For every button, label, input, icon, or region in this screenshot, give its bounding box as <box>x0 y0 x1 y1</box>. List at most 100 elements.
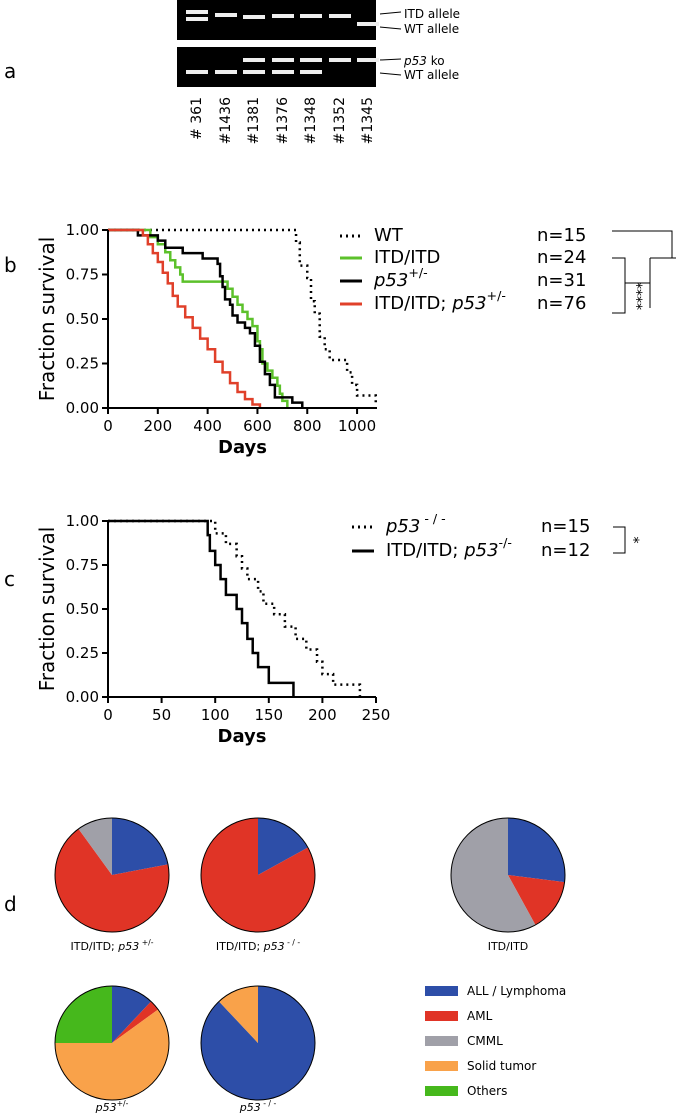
survival-curve <box>108 228 289 408</box>
pie-slice <box>112 818 168 875</box>
x-tick-label: 400 <box>193 417 222 435</box>
pie-slice <box>112 986 152 1043</box>
gel-band <box>329 58 351 62</box>
y-tick-label: 0.75 <box>66 556 99 574</box>
x-axis-label: Days <box>218 726 267 747</box>
gel-arrows <box>379 11 402 76</box>
pie-outline <box>200 985 316 1101</box>
x-tick-label: 250 <box>362 706 391 724</box>
pie-label: p53+/- <box>95 1099 129 1115</box>
gel-band <box>186 10 208 14</box>
pie-slice <box>201 818 316 933</box>
pie-outline <box>54 817 170 933</box>
gel-band <box>186 17 208 21</box>
legend-swatch <box>425 1036 458 1046</box>
gel-band <box>272 70 294 74</box>
pie-slice <box>218 986 258 1043</box>
pie-slice <box>55 828 169 932</box>
pie-outline <box>200 817 316 933</box>
significance-brackets <box>612 230 676 554</box>
survival-curve <box>108 228 304 408</box>
x-axis-label: Days <box>218 437 267 458</box>
legend-label: p53+/- <box>373 265 428 291</box>
gel-label: ITD allele <box>404 7 460 21</box>
x-tick-label: 200 <box>308 706 337 724</box>
legend-label: ITD/ITD; p53-/- <box>386 535 512 561</box>
survival-curve <box>108 519 362 697</box>
gel-band <box>243 58 265 62</box>
pie-label: ITD/ITD; p53 - / - <box>216 938 300 954</box>
gel-top <box>177 0 376 40</box>
legend-label: WT <box>374 225 404 246</box>
x-tick-label: 1000 <box>338 417 376 435</box>
legend-label: ITD/ITD; p53+/- <box>374 288 506 314</box>
gel-label: WT allele <box>404 68 459 82</box>
y-tick-label: 0.50 <box>66 600 99 618</box>
sample-label: #1381 <box>246 97 262 144</box>
gel-band <box>272 14 294 18</box>
x-tick-label: 0 <box>103 706 113 724</box>
gel-band <box>215 70 237 74</box>
pie-slice <box>78 818 112 875</box>
n-label: n=31 <box>537 270 586 291</box>
gel-label: WT allele <box>404 22 459 36</box>
pie-slice <box>508 818 566 883</box>
gel-band <box>300 70 322 74</box>
legend-swatch <box>425 1086 458 1096</box>
n-label: n=15 <box>541 516 590 537</box>
x-tick-label: 800 <box>293 417 322 435</box>
x-tick-label: 0 <box>103 417 113 435</box>
sample-label: #1436 <box>218 97 234 144</box>
pie-label: p53 - / - <box>239 1099 277 1115</box>
y-axis-label: Fraction survival <box>35 527 59 692</box>
panel-label: c <box>4 567 15 591</box>
sample-label: # 361 <box>189 97 205 140</box>
sample-label: #1348 <box>303 97 319 144</box>
legend-label: ALL / Lymphoma <box>467 984 566 998</box>
y-tick-label: 0.50 <box>66 310 99 328</box>
n-label: n=24 <box>537 247 586 268</box>
y-tick-label: 0.00 <box>66 688 99 706</box>
x-tick-label: 50 <box>152 706 171 724</box>
legend-label: Solid tumor <box>467 1059 536 1073</box>
x-tick-label: 200 <box>143 417 172 435</box>
y-tick-label: 0.25 <box>66 644 99 662</box>
significance: **** <box>672 234 676 262</box>
gel-label: p53 ko <box>403 54 445 68</box>
n-label: n=76 <box>537 293 586 314</box>
pie-slice <box>55 986 112 1043</box>
pie-label: ITD/ITD; p53 +/- <box>70 938 153 954</box>
sample-label: #1345 <box>360 97 376 144</box>
x-tick-label: 150 <box>254 706 283 724</box>
gel-band <box>186 70 208 74</box>
significance: * <box>625 537 641 544</box>
panel-label: d <box>4 892 17 916</box>
gel-band <box>357 22 379 26</box>
n-label: n=15 <box>537 225 586 246</box>
pie-slice <box>200 986 315 1100</box>
gel-band <box>300 14 322 18</box>
gel-band <box>272 58 294 62</box>
legend-swatch <box>425 1061 458 1071</box>
gel-band <box>300 58 322 62</box>
sample-label: #1352 <box>332 97 348 144</box>
gel-band <box>329 14 351 18</box>
y-tick-label: 0.00 <box>66 399 99 417</box>
gel-band <box>243 15 265 19</box>
y-tick-label: 0.75 <box>66 265 99 283</box>
legend-swatch <box>425 986 458 996</box>
pie-slice <box>55 1009 169 1100</box>
legend-label: p53 - / - <box>385 511 446 537</box>
y-tick-label: 0.25 <box>66 354 99 372</box>
y-axis-label: Fraction survival <box>35 237 59 402</box>
y-tick-label: 1.00 <box>66 221 99 239</box>
pie-slice <box>112 1001 159 1043</box>
sample-label: #1376 <box>275 97 291 144</box>
pie-label: ITD/ITD <box>488 940 529 953</box>
y-tick-label: 1.00 <box>66 512 99 530</box>
gel-image <box>177 0 376 87</box>
legend-label: AML <box>467 1009 493 1023</box>
legend-label: ITD/ITD <box>374 247 440 268</box>
gel-bottom <box>177 47 376 87</box>
